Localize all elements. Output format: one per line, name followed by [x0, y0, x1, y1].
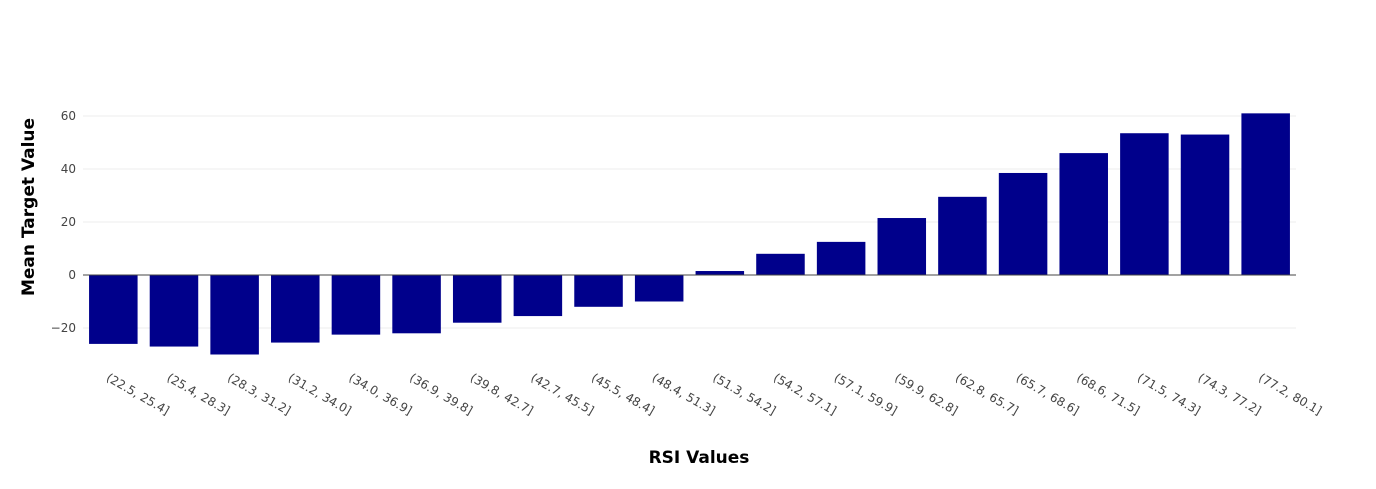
x-tick-label: (54.2, 57.1] — [771, 370, 839, 417]
x-tick-label: (45.5, 48.4] — [589, 370, 657, 417]
bar[interactable] — [149, 275, 199, 347]
y-axis-title: Mean Target Value — [19, 118, 39, 296]
bar[interactable] — [1241, 113, 1290, 275]
bar[interactable] — [271, 275, 320, 343]
bar[interactable] — [998, 172, 1048, 275]
y-tick-label: −20 — [51, 321, 76, 335]
bar[interactable] — [574, 275, 623, 307]
bar[interactable] — [634, 275, 684, 302]
bar[interactable] — [877, 218, 927, 275]
bar[interactable] — [1180, 134, 1230, 275]
bar[interactable] — [89, 275, 138, 344]
bar[interactable] — [210, 275, 259, 355]
bar[interactable] — [513, 275, 563, 317]
x-tick-label: (42.7, 45.5] — [528, 370, 596, 417]
bar[interactable] — [695, 271, 745, 275]
x-tick-label: (36.9, 39.8] — [407, 370, 475, 417]
bar[interactable] — [1120, 133, 1169, 275]
x-tick-label: (34.0, 36.9] — [346, 370, 414, 417]
y-tick-label: 20 — [61, 215, 76, 229]
bars — [89, 113, 1290, 355]
x-tick-label: (65.7, 68.6] — [1014, 370, 1082, 417]
bar[interactable] — [392, 275, 441, 334]
x-axis-title: RSI Values — [649, 448, 750, 468]
x-tick-label: (57.1, 59.9] — [832, 370, 900, 417]
bar[interactable] — [756, 253, 805, 275]
x-tick-label: (22.5, 25.4] — [104, 370, 172, 417]
x-tick-label: (31.2, 34.0] — [286, 370, 354, 417]
x-tick-label: (39.8, 42.7] — [468, 370, 536, 417]
bar[interactable] — [452, 275, 502, 323]
bar[interactable] — [331, 275, 381, 335]
y-tick-label: 40 — [61, 162, 76, 176]
y-tick-label: 60 — [61, 109, 76, 123]
y-tick-labels: −20 0 20 40 60 — [51, 109, 76, 335]
x-tick-label: (77.2, 80.1] — [1256, 370, 1324, 417]
bar[interactable] — [1059, 153, 1108, 275]
x-tick-label: (48.4, 51.3] — [650, 370, 718, 417]
x-tick-label: (59.9, 62.8] — [892, 370, 960, 417]
x-tick-label: (28.3, 31.2] — [225, 370, 293, 417]
x-tick-label: (62.8, 65.7] — [953, 370, 1021, 417]
bar[interactable] — [938, 196, 987, 275]
x-tick-label: (71.5, 74.3] — [1135, 370, 1203, 417]
y-tick-label: 0 — [68, 268, 76, 282]
gridlines — [83, 115, 1296, 329]
bar[interactable] — [816, 241, 866, 275]
x-tick-label: (74.3, 77.2] — [1196, 370, 1264, 417]
x-tick-label: (68.6, 71.5] — [1074, 370, 1142, 417]
x-tick-label: (25.4, 28.3] — [164, 370, 232, 417]
x-tick-labels: (22.5, 25.4](25.4, 28.3](28.3, 31.2](31.… — [104, 370, 1324, 417]
x-tick-label: (51.3, 54.2] — [710, 370, 778, 417]
